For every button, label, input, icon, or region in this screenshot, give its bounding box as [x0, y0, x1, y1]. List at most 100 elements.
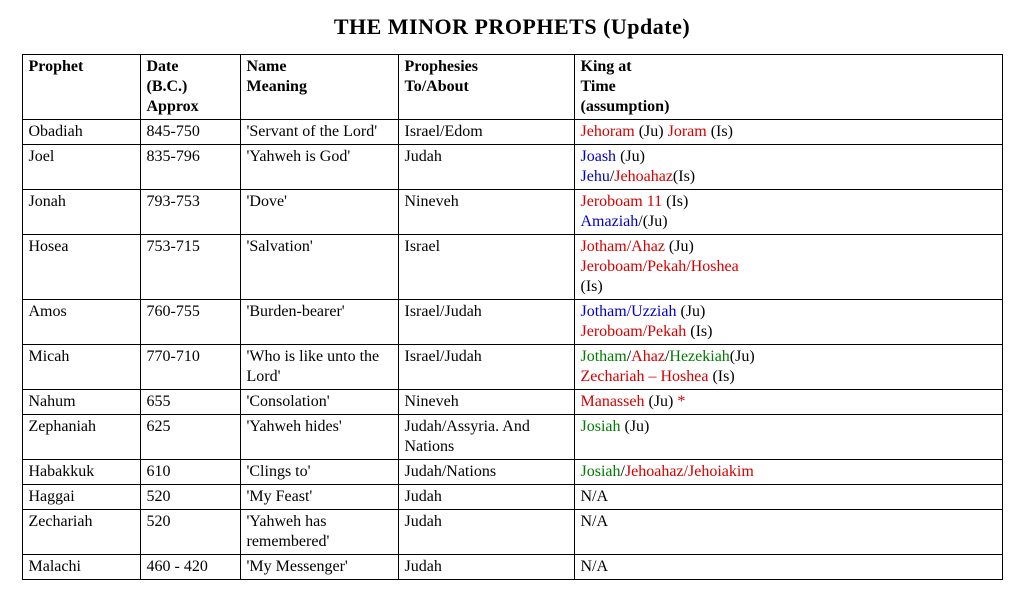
cell-date: 753-715 — [140, 235, 240, 300]
cell-meaning: 'My Messenger' — [240, 555, 398, 580]
cell-meaning: 'Yahweh hides' — [240, 415, 398, 460]
cell-prophesies: Judah — [398, 485, 574, 510]
cell-date: 793-753 — [140, 190, 240, 235]
king-segment: (Ju) — [730, 348, 755, 365]
king-segment: (Is) — [686, 323, 712, 340]
cell-meaning: 'My Feast' — [240, 485, 398, 510]
cell-prophet: Jonah — [22, 190, 140, 235]
king-segment: Jehu — [581, 168, 610, 185]
cell-prophesies: Judah/Nations — [398, 460, 574, 485]
col-header-date: Date (B.C.) Approx — [140, 55, 240, 120]
king-segment: Joram — [668, 123, 707, 140]
king-segment: Jehoahaz/Jehoiakim — [625, 463, 754, 480]
col-header-prophet: Prophet — [22, 55, 140, 120]
king-segment: (Ju) — [676, 303, 705, 320]
table-row: Malachi460 - 420'My Messenger'JudahN/A — [22, 555, 1002, 580]
col-header-king-l3: (assumption) — [581, 98, 670, 115]
king-segment: Jotham — [581, 348, 627, 365]
cell-date: 610 — [140, 460, 240, 485]
table-header-row: Prophet Date (B.C.) Approx Name Meaning … — [22, 55, 1002, 120]
cell-meaning: 'Clings to' — [240, 460, 398, 485]
king-segment: Jeroboam/Pekah — [581, 323, 687, 340]
cell-prophet: Habakkuk — [22, 460, 140, 485]
cell-king: Josiah/Jehoahaz/Jehoiakim — [574, 460, 1002, 485]
col-header-meaning-l2: Meaning — [247, 78, 307, 95]
col-header-date-l2: (B.C.) — [147, 78, 188, 95]
cell-king: Josiah (Ju) — [574, 415, 1002, 460]
table-row: Zephaniah625'Yahweh hides'Judah/Assyria.… — [22, 415, 1002, 460]
col-header-date-l1: Date — [147, 58, 179, 75]
table-body: Obadiah845-750'Servant of the Lord'Israe… — [22, 120, 1002, 580]
table-row: Obadiah845-750'Servant of the Lord'Israe… — [22, 120, 1002, 145]
king-segment: Jeroboam/Pekah/Hoshea — [581, 258, 739, 275]
king-segment: Joash — [581, 148, 617, 165]
king-segment: Jotham/Ahaz — [581, 238, 665, 255]
king-segment: Zechariah – Hoshea — [581, 368, 709, 385]
cell-prophesies: Judah — [398, 510, 574, 555]
king-segment: * — [677, 393, 685, 410]
cell-prophesies: Judah — [398, 555, 574, 580]
cell-king: Joash (Ju)Jehu/Jehoahaz(Is) — [574, 145, 1002, 190]
col-header-proph-l1: Prophesies — [405, 58, 478, 75]
cell-prophet: Nahum — [22, 390, 140, 415]
col-header-king: King at Time (assumption) — [574, 55, 1002, 120]
cell-king: N/A — [574, 510, 1002, 555]
col-header-king-l1: King at — [581, 58, 632, 75]
table-row: Habakkuk610'Clings to'Judah/NationsJosia… — [22, 460, 1002, 485]
cell-meaning: 'Yahweh is God' — [240, 145, 398, 190]
cell-prophet: Zephaniah — [22, 415, 140, 460]
king-segment: Manasseh — [581, 393, 645, 410]
cell-king: Manasseh (Ju) * — [574, 390, 1002, 415]
king-segment: Jotham/Uzziah — [581, 303, 677, 320]
cell-date: 760-755 — [140, 300, 240, 345]
cell-king: N/A — [574, 485, 1002, 510]
cell-prophesies: Israel/Edom — [398, 120, 574, 145]
table-row: Zechariah520'Yahweh has remembered'Judah… — [22, 510, 1002, 555]
king-segment: Jeroboam 11 — [581, 193, 663, 210]
king-segment: (Ju) — [635, 123, 668, 140]
cell-prophesies: Israel — [398, 235, 574, 300]
table-row: Amos760-755'Burden-bearer'Israel/JudahJo… — [22, 300, 1002, 345]
cell-meaning: 'Who is like unto the Lord' — [240, 345, 398, 390]
cell-king: Jotham/Ahaz/Hezekiah(Ju)Zechariah – Hosh… — [574, 345, 1002, 390]
cell-prophet: Haggai — [22, 485, 140, 510]
cell-date: 655 — [140, 390, 240, 415]
col-header-prophesies: Prophesies To/About — [398, 55, 574, 120]
cell-prophesies: Israel/Judah — [398, 300, 574, 345]
table-row: Micah770-710'Who is like unto the Lord'I… — [22, 345, 1002, 390]
cell-prophesies: Judah — [398, 145, 574, 190]
cell-meaning: 'Servant of the Lord' — [240, 120, 398, 145]
cell-date: 520 — [140, 510, 240, 555]
table-row: Nahum655'Consolation'NinevehManasseh (Ju… — [22, 390, 1002, 415]
cell-prophesies: Nineveh — [398, 390, 574, 415]
cell-prophesies: Nineveh — [398, 190, 574, 235]
king-segment: (Ju) — [665, 238, 694, 255]
cell-date: 625 — [140, 415, 240, 460]
king-segment: (Ju) — [644, 393, 677, 410]
table-row: Joel835-796'Yahweh is God'JudahJoash (Ju… — [22, 145, 1002, 190]
cell-king: N/A — [574, 555, 1002, 580]
cell-prophet: Micah — [22, 345, 140, 390]
king-segment: N/A — [581, 513, 609, 530]
cell-date: 520 — [140, 485, 240, 510]
cell-date: 770-710 — [140, 345, 240, 390]
col-header-proph-l2: To/About — [405, 78, 469, 95]
cell-meaning: 'Burden-bearer' — [240, 300, 398, 345]
cell-meaning: 'Consolation' — [240, 390, 398, 415]
king-segment: Hezekiah — [669, 348, 729, 365]
king-segment: (Ju) — [616, 148, 645, 165]
prophets-table: Prophet Date (B.C.) Approx Name Meaning … — [22, 54, 1003, 580]
cell-prophet: Amos — [22, 300, 140, 345]
col-header-meaning-l1: Name — [247, 58, 287, 75]
cell-prophesies: Judah/Assyria. And Nations — [398, 415, 574, 460]
king-segment: Amaziah — [581, 213, 639, 230]
cell-meaning: 'Salvation' — [240, 235, 398, 300]
king-segment: (Ju) — [621, 418, 650, 435]
page-title: THE MINOR PROPHETS (Update) — [20, 14, 1004, 40]
cell-king: Jotham/Uzziah (Ju) Jeroboam/Pekah (Is) — [574, 300, 1002, 345]
king-segment: Jehoram — [581, 123, 635, 140]
cell-king: Jeroboam 11 (Is)Amaziah/(Ju) — [574, 190, 1002, 235]
king-segment: (Is) — [673, 168, 695, 185]
cell-date: 845-750 — [140, 120, 240, 145]
cell-king: Jotham/Ahaz (Ju)Jeroboam/Pekah/Hoshea(Is… — [574, 235, 1002, 300]
